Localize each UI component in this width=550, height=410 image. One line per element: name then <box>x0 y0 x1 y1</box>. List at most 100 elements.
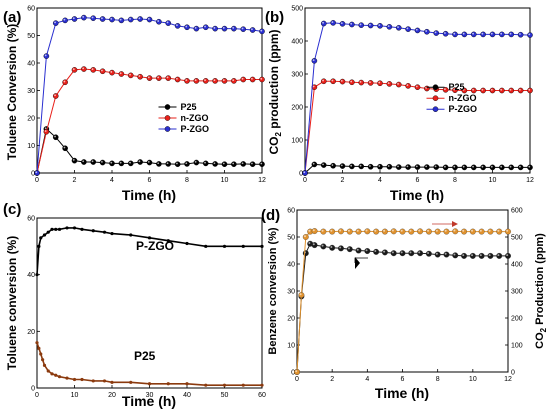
data-point-p-zgo <box>35 273 39 277</box>
data-point-p-zgo <box>204 244 208 248</box>
data-point-n-zgo <box>202 78 209 84</box>
series-line-p-zgo <box>304 22 531 174</box>
data-point-n-zgo <box>174 76 181 83</box>
data-point-n-zgo <box>165 75 172 81</box>
data-point-n-zgo <box>193 78 200 84</box>
data-point-p25-highlight <box>519 165 521 168</box>
data-point-p25 <box>81 159 87 165</box>
data-point-p-zgo <box>165 20 172 26</box>
data-point-benzene-conversion <box>461 252 467 259</box>
data-point-p-zgo-highlight <box>378 24 381 27</box>
data-point-p-zgo-highlight <box>72 17 75 20</box>
data-point-p25 <box>35 341 39 345</box>
data-point-p-zgo <box>193 25 200 32</box>
data-point-p-zgo-highlight <box>453 32 456 35</box>
series-layer-d <box>294 228 511 375</box>
data-point-p25 <box>259 161 265 167</box>
data-point-p-zgo <box>46 230 50 234</box>
data-point-benzene-conversion-highlight <box>471 254 474 257</box>
data-point-co2-production <box>338 228 344 235</box>
data-point-n-zgo-highlight <box>110 71 113 73</box>
data-point-benzene-conversion-highlight <box>347 247 350 250</box>
data-point-p25-highlight <box>415 165 418 168</box>
data-point-co2-production <box>320 228 327 235</box>
data-point-p-zgo <box>54 227 58 231</box>
data-point-benzene-conversion-highlight <box>453 253 456 256</box>
data-point-p25-highlight <box>500 165 503 168</box>
y-tick-label: 60 <box>287 208 295 215</box>
data-point-n-zgo <box>249 76 256 83</box>
y-tick-label: 100 <box>291 138 303 145</box>
data-point-co2-production-highlight <box>418 229 421 232</box>
data-point-benzene-conversion <box>390 250 397 257</box>
series-layer-b <box>302 20 533 176</box>
y-right-tick-label: 100 <box>511 343 523 350</box>
legend-marker <box>164 115 171 121</box>
data-point-p-zgo <box>80 227 84 231</box>
data-point-p-zgo <box>499 31 505 38</box>
data-point-benzene-conversion <box>373 248 380 255</box>
data-point-p25 <box>102 379 107 383</box>
data-point-n-zgo-highlight <box>369 81 371 84</box>
data-point-p25-highlight <box>251 162 253 165</box>
right-axis-arrowhead <box>452 221 458 227</box>
data-point-p-zgo <box>405 26 411 32</box>
data-point-p-zgo <box>452 31 458 38</box>
legend-marker <box>432 106 439 112</box>
x-tick-label: 4 <box>365 376 369 383</box>
data-point-p-zgo-highlight <box>425 30 428 32</box>
data-point-n-zgo <box>52 93 59 99</box>
data-point-p25-highlight <box>406 165 409 168</box>
data-point-p25 <box>330 162 336 169</box>
ticks-d: 0 2 4 6 8 10 120102030405060010020030040050060… <box>287 208 523 384</box>
data-point-p25 <box>386 163 393 170</box>
y-tick-label: 60 <box>27 6 35 13</box>
data-point-p-zgo <box>461 31 468 38</box>
data-point-n-zgo-highlight <box>490 88 493 91</box>
data-point-benzene-conversion-highlight <box>488 254 491 257</box>
data-point-p-zgo-highlight <box>63 18 66 21</box>
data-point-n-zgo <box>489 87 496 94</box>
legend-label: n-ZGO <box>449 93 477 103</box>
data-point-p25-highlight <box>119 161 122 164</box>
data-point-p-zgo-highlight <box>129 17 131 20</box>
panel-label-d: (d) <box>261 207 280 224</box>
x-tick-label: 12 <box>258 177 266 184</box>
data-point-p-zgo <box>156 18 162 25</box>
data-point-n-zgo-highlight <box>312 85 315 88</box>
data-point-p25 <box>57 375 62 379</box>
y-tick-label: 10 <box>287 343 295 350</box>
data-point-n-zgo-highlight <box>241 77 244 80</box>
y-tick-label: 40 <box>287 262 295 269</box>
data-point-n-zgo-highlight <box>453 88 456 91</box>
data-point-n-zgo <box>156 75 162 81</box>
data-point-p-zgo-highlight <box>322 21 324 24</box>
data-point-benzene-conversion <box>452 252 459 259</box>
data-point-p25 <box>165 161 172 167</box>
data-point-p-zgo-highlight <box>138 17 141 20</box>
data-point-p25-highlight <box>434 165 437 168</box>
panel-label-a: (a) <box>3 9 21 26</box>
x-tick-label: 0 <box>295 376 299 383</box>
data-point-benzene-conversion-highlight <box>308 241 311 244</box>
data-point-p-zgo-highlight <box>444 32 446 34</box>
data-point-p-zgo <box>339 21 346 27</box>
data-point-p25 <box>249 161 256 167</box>
data-point-p-zgo-highlight <box>222 27 225 29</box>
data-point-p25-highlight <box>54 135 56 138</box>
data-point-benzene-conversion <box>434 251 441 258</box>
data-point-benzene-conversion <box>355 247 362 254</box>
data-point-co2-production <box>302 234 309 240</box>
data-point-p25 <box>424 164 430 170</box>
data-point-p-zgo <box>480 31 486 38</box>
data-point-p25-highlight <box>213 162 216 165</box>
data-point-p25 <box>222 383 227 387</box>
annotation-p25: P25 <box>134 349 156 363</box>
data-point-p-zgo <box>330 20 336 26</box>
data-point-p-zgo-highlight <box>213 27 216 29</box>
data-point-benzene-conversion <box>399 250 406 257</box>
data-point-p-zgo-highlight <box>462 32 465 35</box>
data-point-p-zgo <box>349 21 355 28</box>
data-point-p25 <box>339 163 346 169</box>
